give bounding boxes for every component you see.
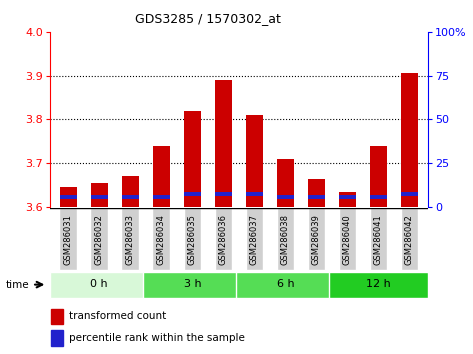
Bar — [246, 115, 263, 207]
FancyBboxPatch shape — [184, 209, 201, 270]
Text: 3 h: 3 h — [184, 279, 201, 289]
Text: GSM286033: GSM286033 — [126, 214, 135, 265]
Text: time: time — [6, 280, 30, 290]
Bar — [277, 159, 294, 207]
Bar — [215, 192, 232, 196]
FancyBboxPatch shape — [50, 272, 149, 298]
FancyBboxPatch shape — [215, 209, 232, 270]
FancyBboxPatch shape — [143, 272, 242, 298]
Text: GSM286032: GSM286032 — [95, 214, 104, 265]
Bar — [122, 195, 139, 199]
FancyBboxPatch shape — [277, 209, 294, 270]
Bar — [184, 111, 201, 207]
Bar — [51, 309, 62, 324]
FancyBboxPatch shape — [307, 209, 325, 270]
Bar — [401, 192, 418, 196]
FancyBboxPatch shape — [369, 209, 387, 270]
Bar — [91, 195, 108, 199]
Bar — [246, 192, 263, 196]
Bar — [277, 195, 294, 199]
Bar — [339, 195, 356, 199]
Bar — [215, 80, 232, 207]
Text: GSM286037: GSM286037 — [250, 214, 259, 265]
Bar — [91, 183, 108, 207]
FancyBboxPatch shape — [401, 209, 418, 270]
Text: 12 h: 12 h — [366, 279, 391, 289]
Bar — [308, 179, 325, 207]
FancyBboxPatch shape — [122, 209, 139, 270]
Bar — [370, 146, 387, 207]
FancyBboxPatch shape — [329, 272, 428, 298]
Text: transformed count: transformed count — [69, 311, 166, 321]
Bar — [153, 195, 170, 199]
Bar — [308, 195, 325, 199]
FancyBboxPatch shape — [152, 209, 170, 270]
Text: GSM286031: GSM286031 — [64, 214, 73, 265]
FancyBboxPatch shape — [339, 209, 356, 270]
Text: GSM286042: GSM286042 — [405, 214, 414, 265]
Bar — [339, 192, 356, 207]
Bar — [51, 330, 62, 346]
FancyBboxPatch shape — [60, 209, 77, 270]
Bar — [122, 176, 139, 207]
Bar — [401, 74, 418, 207]
Text: GSM286041: GSM286041 — [374, 214, 383, 265]
Text: GSM286036: GSM286036 — [219, 214, 228, 265]
Text: GSM286038: GSM286038 — [281, 214, 290, 265]
Bar — [60, 195, 77, 199]
Text: 6 h: 6 h — [277, 279, 294, 289]
Text: GDS3285 / 1570302_at: GDS3285 / 1570302_at — [135, 12, 281, 25]
Bar — [370, 195, 387, 199]
Text: GSM286040: GSM286040 — [343, 214, 352, 265]
Text: percentile rank within the sample: percentile rank within the sample — [69, 332, 245, 343]
Bar — [60, 187, 77, 207]
Text: 0 h: 0 h — [90, 279, 108, 289]
FancyBboxPatch shape — [245, 209, 263, 270]
Text: GSM286034: GSM286034 — [157, 214, 166, 265]
FancyBboxPatch shape — [90, 209, 108, 270]
FancyBboxPatch shape — [236, 272, 335, 298]
Text: GSM286039: GSM286039 — [312, 214, 321, 265]
Text: GSM286035: GSM286035 — [188, 214, 197, 265]
Bar — [153, 146, 170, 207]
Bar — [184, 192, 201, 196]
